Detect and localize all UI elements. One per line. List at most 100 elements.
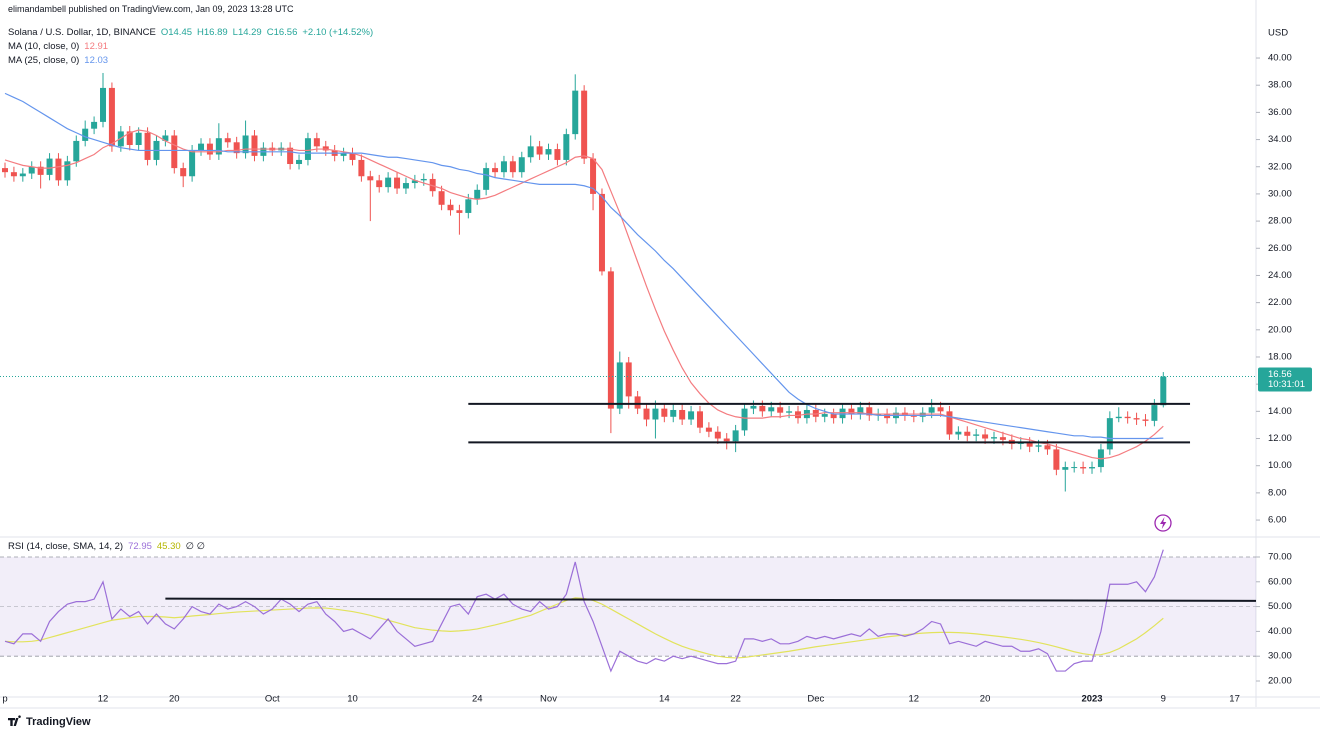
candle-body xyxy=(1053,449,1060,470)
y-tick-label: 22.00 xyxy=(1268,297,1292,308)
candle-body xyxy=(438,191,445,205)
candle-body xyxy=(1160,376,1167,406)
y-tick-label: 28.00 xyxy=(1268,216,1292,227)
rsi-title: RSI (14, close, SMA, 14, 2) xyxy=(8,541,124,552)
candle-body xyxy=(910,415,917,417)
candle-body xyxy=(126,131,133,145)
candle-body xyxy=(394,177,401,189)
candle-body xyxy=(634,396,641,409)
candle-body xyxy=(242,135,249,154)
x-tick-label: 9 xyxy=(1161,694,1166,705)
candle-body xyxy=(171,135,178,169)
candle-body xyxy=(1062,467,1069,470)
candle-body xyxy=(206,143,213,155)
candle-body xyxy=(233,142,240,154)
x-tick-label: Nov xyxy=(540,694,557,705)
candle-body xyxy=(670,409,677,417)
candle-body xyxy=(37,166,44,175)
candle-body xyxy=(100,87,107,122)
candle-body xyxy=(812,409,819,417)
candle-body xyxy=(1133,418,1140,420)
candle-body xyxy=(465,199,472,213)
x-tick-label: 2023 xyxy=(1081,694,1102,705)
x-tick-label: Dec xyxy=(807,694,824,705)
rsi-y-tick-label: 60.00 xyxy=(1268,576,1292,587)
candle-body xyxy=(848,408,855,415)
rsi-trend-line xyxy=(165,597,1256,602)
candle-body xyxy=(563,134,570,160)
candle-body xyxy=(402,183,409,189)
candle-body xyxy=(1044,445,1051,450)
x-tick-label: 17 xyxy=(1229,694,1240,705)
candle-body xyxy=(794,411,801,419)
y-tick-label: 36.00 xyxy=(1268,107,1292,118)
y-tick-label: 40.00 xyxy=(1268,53,1292,64)
candle-body xyxy=(73,140,80,162)
candle-body xyxy=(429,178,436,192)
ohlc-close: C16.56 xyxy=(266,27,298,38)
candle-body xyxy=(1151,405,1158,421)
y-tick-label: 8.00 xyxy=(1268,487,1287,498)
y-tick-label: 12.00 xyxy=(1268,433,1292,444)
ohlc-low: L14.29 xyxy=(232,27,262,38)
x-tick-label: 10 xyxy=(347,694,358,705)
candle-body xyxy=(866,407,873,416)
candle-body xyxy=(509,161,516,173)
candle-body xyxy=(55,158,62,181)
currency-label: USD xyxy=(1268,28,1288,39)
candle-body xyxy=(884,414,891,419)
candle-body xyxy=(723,438,730,442)
candle-body xyxy=(367,176,374,181)
rsi-y-tick-label: 50.00 xyxy=(1268,601,1292,612)
candle-body xyxy=(919,412,926,417)
x-tick-label: Oct xyxy=(265,694,280,705)
y-tick-label: 6.00 xyxy=(1268,515,1287,526)
candle-body xyxy=(1142,419,1149,421)
candle-body xyxy=(1080,467,1087,469)
candle-body xyxy=(108,87,115,147)
candle-body xyxy=(64,161,71,181)
candle-body xyxy=(135,132,142,145)
candle-body xyxy=(1106,418,1113,450)
ohlc-change: +2.10 (+14.52%) xyxy=(302,27,374,38)
ohlc-high: H16.89 xyxy=(197,27,228,38)
candle-body xyxy=(982,434,989,439)
y-tick-label: 26.00 xyxy=(1268,243,1292,254)
candle-body xyxy=(82,128,89,141)
candle-body xyxy=(10,172,17,177)
candle-body xyxy=(304,138,311,160)
candle-body xyxy=(91,121,98,129)
candle-body xyxy=(545,149,552,155)
candle-body xyxy=(456,210,463,213)
candle-body xyxy=(741,408,748,431)
x-tick-label: 20 xyxy=(980,694,991,705)
candle-body xyxy=(500,161,507,173)
candle-body xyxy=(830,414,837,419)
candle-body xyxy=(411,180,418,184)
ma-name: MA (25, close, 0) xyxy=(8,55,80,66)
candle-body xyxy=(839,408,846,419)
candle-body xyxy=(189,150,196,177)
candle-body xyxy=(955,431,962,435)
rsi-line xyxy=(4,597,1164,659)
alert-icon[interactable] xyxy=(1154,514,1172,532)
candle-body xyxy=(679,409,686,420)
candle-body xyxy=(492,168,499,173)
rsi-y-tick-label: 30.00 xyxy=(1268,651,1292,662)
candle-body xyxy=(1071,467,1078,469)
candle-body xyxy=(180,168,187,177)
candle-body xyxy=(786,411,793,413)
y-tick-label: 20.00 xyxy=(1268,324,1292,335)
symbol: Solana / U.S. Dollar, 1D, BINANCE xyxy=(8,27,156,38)
tradingview-logo xyxy=(7,715,21,726)
candle-body xyxy=(821,414,828,417)
candle-body xyxy=(768,407,775,412)
y-tick-label: 30.00 xyxy=(1268,188,1292,199)
candle-body xyxy=(1115,416,1122,419)
candle-body xyxy=(536,146,543,155)
candle-body xyxy=(19,173,26,177)
candle-body xyxy=(527,146,534,158)
rsi-line xyxy=(4,549,1164,673)
